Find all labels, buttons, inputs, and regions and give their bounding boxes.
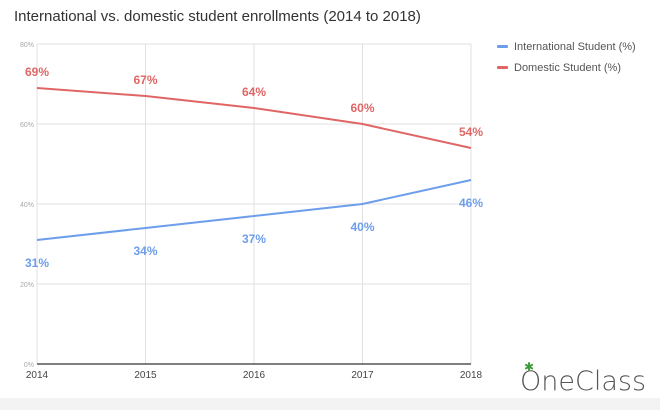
oneclass-logo: ✱ OneClass [520,360,647,397]
legend-swatch [497,66,508,69]
data-label: 67% [133,73,157,87]
data-label: 46% [459,196,483,210]
y-tick-label: 80% [20,42,34,49]
legend-label: International Student (%) [514,40,636,53]
x-tick-label: 2017 [351,370,374,381]
data-label: 40% [350,220,374,234]
y-tick-label: 0% [24,362,34,369]
x-tick-label: 2018 [460,370,483,381]
y-tick-label: 60% [20,122,34,129]
legend-item-international: International Student (%) [497,36,636,57]
data-label: 64% [242,85,266,99]
y-tick-label: 20% [20,282,34,289]
data-label: 54% [459,125,483,139]
series-line [36,179,472,241]
data-label: 69% [25,65,49,79]
legend: International Student (%) Domestic Stude… [497,36,636,78]
legend-label: Domestic Student (%) [514,61,621,74]
x-tick-label: 2014 [26,370,49,381]
legend-swatch [497,45,508,48]
series-line [36,87,472,149]
data-label: 31% [25,256,49,270]
bottom-band [0,398,660,410]
chart-title: International vs. domestic student enrol… [14,8,421,25]
y-tick-label: 40% [20,202,34,209]
data-label: 37% [242,232,266,246]
legend-item-domestic: Domestic Student (%) [497,57,636,78]
data-label: 34% [133,244,157,258]
data-label: 60% [350,101,374,115]
x-tick-label: 2015 [134,370,157,381]
x-tick-label: 2016 [243,370,266,381]
